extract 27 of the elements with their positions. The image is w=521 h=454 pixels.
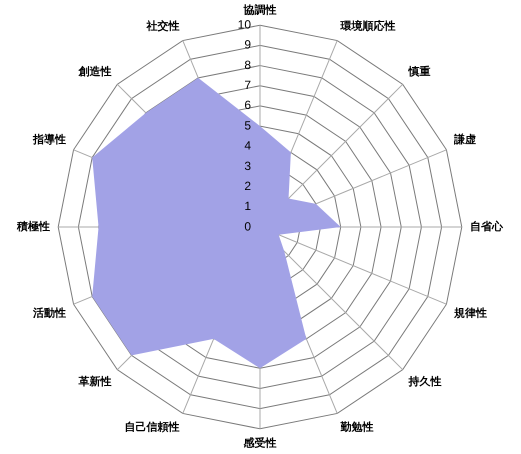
y-tick-label: 0 [244,219,252,234]
spoke-label: 自省心 [470,220,504,233]
y-tick-label: 6 [244,98,252,112]
y-tick-label: 2 [244,178,252,193]
spoke-label: 感受性 [242,436,276,450]
y-tick-label: 5 [244,118,252,132]
spoke-label: 慎重 [407,64,430,78]
y-tick-label: 8 [244,58,252,72]
spoke-label: 規律性 [452,306,487,320]
spoke-label: 革新性 [78,374,112,388]
spoke-label: 協調性 [242,3,276,16]
spoke-label: 積極性 [16,220,50,233]
y-tick-label: 3 [244,158,252,173]
y-tick-label: 10 [238,18,252,32]
spoke-label: 社交性 [146,19,180,32]
y-tick-label: 7 [244,78,252,92]
spoke-label: 自己信頼性 [124,420,180,434]
spoke-label: 創造性 [78,64,112,78]
spoke-label: 持久性 [407,374,442,388]
y-tick-label: 4 [244,138,252,153]
spoke-label: 謙虚 [452,132,476,146]
spoke-label: 活動性 [32,306,66,320]
spoke-label: 勤勉性 [339,420,374,434]
spoke-label: 指導性 [32,132,66,146]
y-tick-label: 1 [244,199,252,214]
spoke-label: 環境順応性 [339,19,396,32]
y-tick-label: 9 [244,38,252,52]
